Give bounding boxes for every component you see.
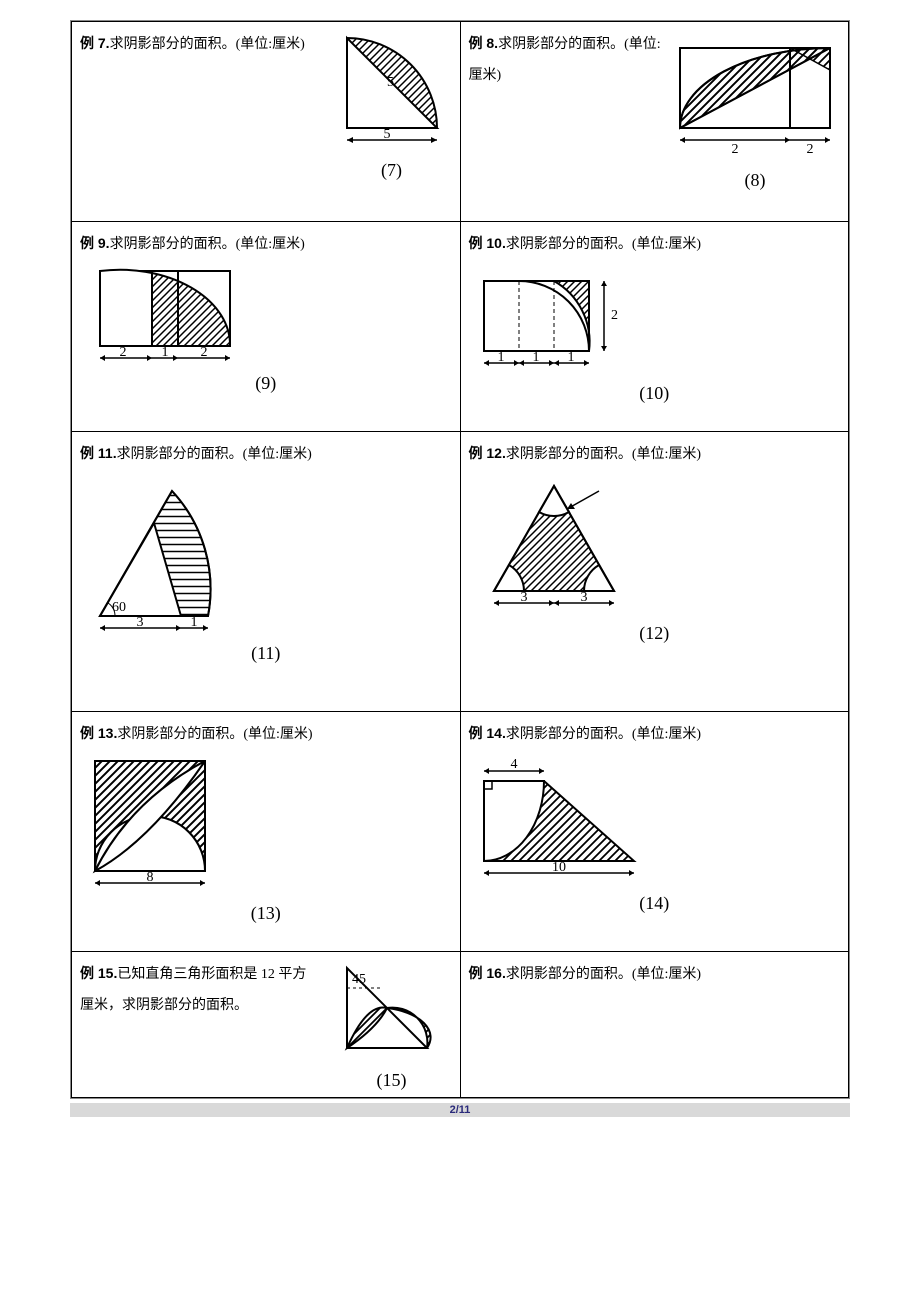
svg-text:2: 2 xyxy=(120,345,127,360)
prompt-12: 例 12.求阴影部分的面积。(单位:厘米) xyxy=(469,447,702,462)
svg-text:2: 2 xyxy=(611,308,618,323)
prompt-8: 例 8.求阴影部分的面积。(单位:厘米) xyxy=(469,37,661,83)
prompt-16: 例 16.求阴影部分的面积。(单位:厘米) xyxy=(469,967,702,982)
figure-9: 2 1 2 xyxy=(80,261,250,371)
cell-10: 例 10.求阴影部分的面积。(单位:厘米) 2 xyxy=(460,222,849,432)
fig-label-11: (11) xyxy=(80,643,452,664)
fig-label-7: (7) xyxy=(332,160,452,181)
figure-8: 2 2 xyxy=(670,28,840,168)
svg-text:3: 3 xyxy=(520,590,527,605)
prompt-14: 例 14.求阴影部分的面积。(单位:厘米) xyxy=(469,727,702,742)
prompt-7: 例 7.求阴影部分的面积。(单位:厘米) xyxy=(80,37,305,52)
figure-7: 5 5 xyxy=(332,28,452,158)
svg-text:10: 10 xyxy=(552,860,566,875)
figure-14: 4 10 xyxy=(469,751,649,891)
fig-label-14: (14) xyxy=(469,893,841,914)
figure-10: 2 1 1 1 xyxy=(469,261,629,381)
svg-text:4: 4 xyxy=(510,757,517,772)
cell-16: 例 16.求阴影部分的面积。(单位:厘米) xyxy=(460,952,849,1098)
fig-label-10: (10) xyxy=(469,383,841,404)
figure-13: 8 xyxy=(80,751,220,901)
prompt-15b: 厘米，求阴影部分的面积。 xyxy=(80,998,248,1013)
page-footer: 2/11 xyxy=(70,1103,850,1117)
prompt-9: 例 9.求阴影部分的面积。(单位:厘米) xyxy=(80,237,305,252)
fig-label-15: (15) xyxy=(332,1070,452,1091)
cell-15: 例 15.已知直角三角形面积是 12 平方 厘米，求阴影部分的面积。 45 (1 xyxy=(72,952,461,1098)
figure-15: 45 xyxy=(332,958,452,1068)
svg-text:1: 1 xyxy=(162,345,169,360)
svg-text:45: 45 xyxy=(352,972,366,987)
prompt-13: 例 13.求阴影部分的面积。(单位:厘米) xyxy=(80,727,313,742)
cell-14: 例 14.求阴影部分的面积。(单位:厘米) 4 10 (14) xyxy=(460,712,849,952)
cell-13: 例 13.求阴影部分的面积。(单位:厘米) xyxy=(72,712,461,952)
prompt-15: 例 15.已知直角三角形面积是 12 平方 xyxy=(80,967,306,982)
svg-text:3: 3 xyxy=(580,590,587,605)
problems-table: 例 7.求阴影部分的面积。(单位:厘米) 5 5 (7) xyxy=(71,21,849,1098)
svg-text:5: 5 xyxy=(387,75,394,90)
svg-text:1: 1 xyxy=(532,350,539,365)
cell-11: 例 11.求阴影部分的面积。(单位:厘米) 60 3 1 (11) xyxy=(72,432,461,712)
cell-9: 例 9.求阴影部分的面积。(单位:厘米) 2 1 2 xyxy=(72,222,461,432)
svg-text:5: 5 xyxy=(383,127,390,142)
prompt-10: 例 10.求阴影部分的面积。(单位:厘米) xyxy=(469,237,702,252)
cell-8: 例 8.求阴影部分的面积。(单位:厘米) xyxy=(460,22,849,222)
prompt-11: 例 11.求阴影部分的面积。(单位:厘米) xyxy=(80,447,312,462)
svg-text:2: 2 xyxy=(807,142,814,157)
figure-12: 3 3 xyxy=(469,471,639,621)
svg-text:2: 2 xyxy=(732,142,739,157)
fig-label-12: (12) xyxy=(469,623,841,644)
svg-text:1: 1 xyxy=(191,615,198,630)
svg-text:2: 2 xyxy=(201,345,208,360)
figure-11: 60 3 1 xyxy=(80,471,220,641)
fig-label-13: (13) xyxy=(80,903,452,924)
svg-text:1: 1 xyxy=(497,350,504,365)
fig-label-9: (9) xyxy=(80,373,452,394)
svg-text:60: 60 xyxy=(112,600,126,615)
svg-text:1: 1 xyxy=(567,350,574,365)
svg-text:8: 8 xyxy=(147,870,154,885)
cell-12: 例 12.求阴影部分的面积。(单位:厘米) 3 3 xyxy=(460,432,849,712)
fig-label-8: (8) xyxy=(670,170,840,191)
svg-text:3: 3 xyxy=(137,615,144,630)
cell-7: 例 7.求阴影部分的面积。(单位:厘米) 5 5 (7) xyxy=(72,22,461,222)
